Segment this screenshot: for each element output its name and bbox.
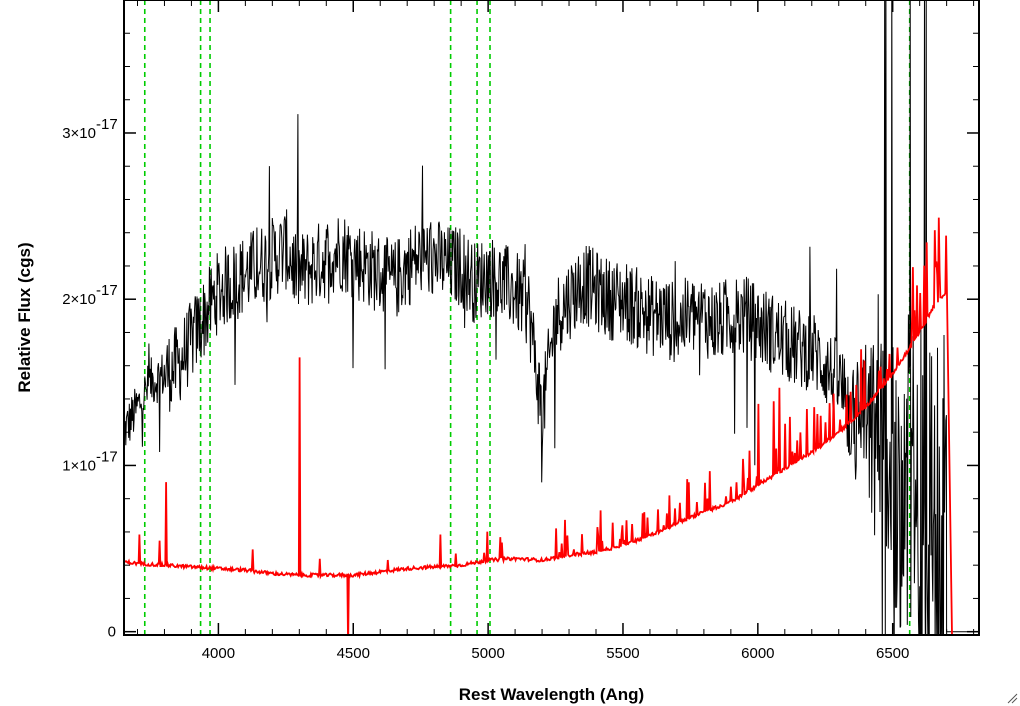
y-tick-label: 2×10 [62, 291, 96, 308]
resize-grip-icon[interactable] [1006, 692, 1018, 704]
y-tick-label: 3×10 [62, 125, 96, 142]
x-tick-label: 6000 [741, 645, 774, 662]
x-tick-label: 4500 [337, 645, 370, 662]
y-tick-exponent: -17 [96, 448, 118, 465]
x-tick-label: 6500 [876, 645, 909, 662]
x-tick-label: 4000 [202, 645, 235, 662]
y-tick-label: 1×10 [62, 457, 96, 474]
x-tick-label: 5500 [606, 645, 639, 662]
observed-spectrum-line [124, 0, 979, 635]
model-spectrum-line [124, 217, 979, 635]
y-axis-ticks: 01×10-172×10-173×10-17 [62, 32, 979, 641]
x-axis-ticks: 4000 4500 5000 5500 6000 6500 [136, 0, 975, 662]
series-layer [124, 0, 979, 635]
y-tick-label: 0 [108, 624, 116, 641]
y-tick-exponent: -17 [96, 282, 118, 299]
plot-frame [123, 0, 980, 636]
y-tick-exponent: -17 [96, 116, 118, 133]
y-axis-title: Relative Flux (cgs) [15, 242, 34, 392]
x-tick-label: 5000 [471, 645, 504, 662]
reference-lines [143, 0, 911, 635]
x-axis-title: Rest Wavelength (Ang) [459, 685, 644, 704]
